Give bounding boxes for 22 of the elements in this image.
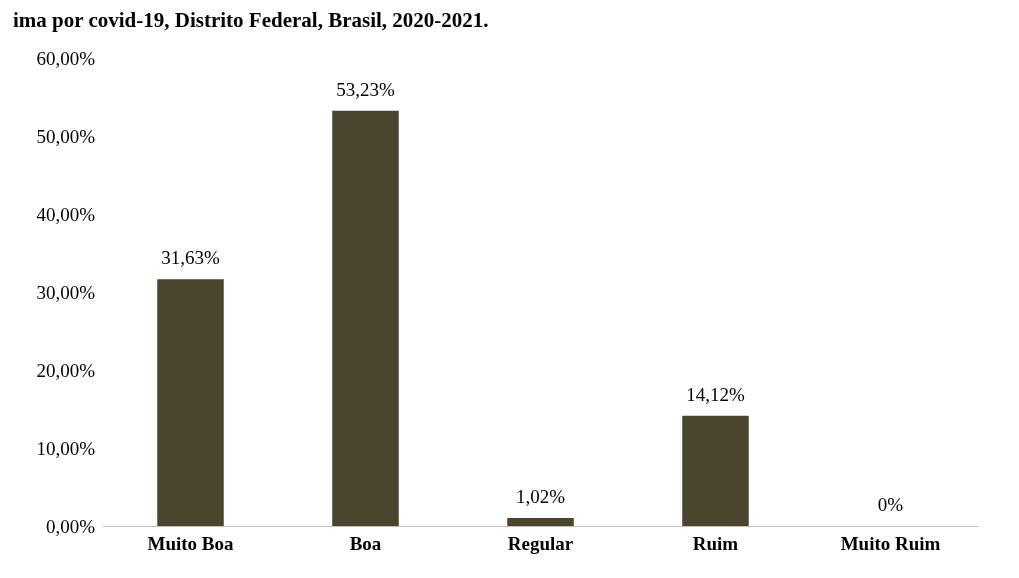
bar (332, 110, 399, 526)
chart-title: ima por covid-19, Distrito Federal, Brasil, 2020-2021. (13, 7, 489, 32)
bar (507, 518, 574, 526)
bar (682, 415, 749, 526)
x-tick-label: Muito Boa (147, 533, 235, 554)
x-tick-label: Regular (507, 533, 574, 554)
y-tick-label: 50,00% (36, 125, 96, 147)
x-tick-label: Ruim (692, 533, 739, 554)
y-tick-label: 0,00% (45, 515, 96, 537)
y-tick-label: 60,00% (36, 47, 96, 69)
data-label: 53,23% (336, 78, 395, 100)
y-tick-label: 10,00% (36, 437, 96, 459)
y-tick-label: 30,00% (36, 281, 96, 303)
y-tick-label: 20,00% (36, 359, 96, 381)
x-tick-label: Boa (349, 533, 382, 554)
data-label: 14,12% (686, 383, 745, 405)
y-tick-label: 40,00% (36, 203, 96, 225)
bar (157, 279, 224, 526)
data-label: 31,63% (161, 247, 220, 269)
x-tick-label: Muito Ruim (840, 533, 941, 554)
data-label: 1,02% (515, 486, 566, 508)
data-label: 0% (877, 494, 904, 515)
